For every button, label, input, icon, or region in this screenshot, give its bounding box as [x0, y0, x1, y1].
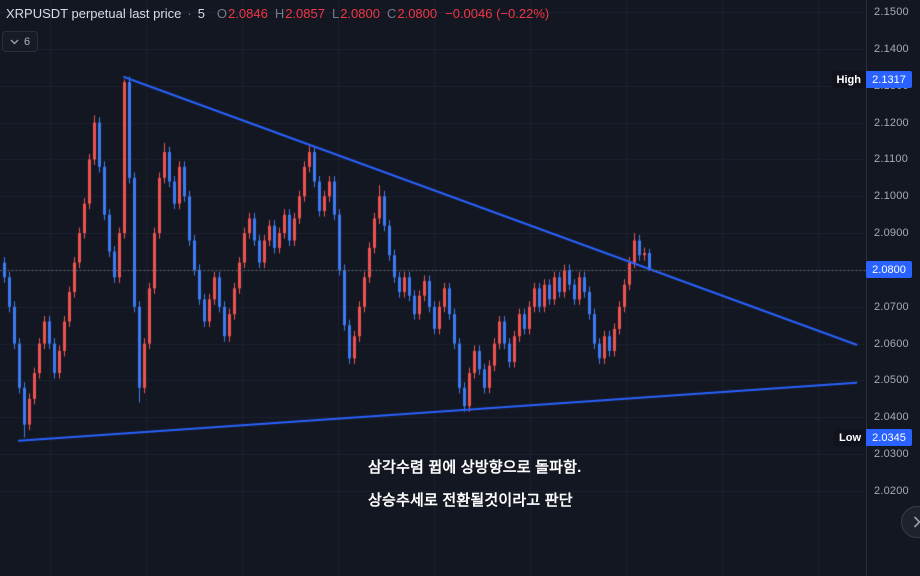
price-tick: 2.0900 — [874, 227, 909, 240]
price-tick: 2.1200 — [874, 116, 909, 129]
price-tick: 2.0600 — [874, 337, 909, 350]
price-tick: 2.1500 — [874, 6, 909, 19]
price-tick: 2.0300 — [874, 448, 909, 461]
scroll-to-recent-button[interactable] — [901, 506, 920, 538]
ohlc-readout: O 2.0846 H 2.0857 L 2.0800 C 2.0800 — [217, 6, 437, 21]
high-badge-value: 2.1317 — [866, 71, 912, 89]
price-tick: 2.1400 — [874, 42, 909, 55]
annotation-line1: 삼각수렴 뀝에 상방향으로 돌파함. — [368, 459, 582, 476]
price-change: −0.0046 (−0.22%) — [445, 6, 550, 21]
price-tick: 2.1100 — [874, 153, 909, 166]
high-price-badge: High 2.1317 — [831, 71, 912, 89]
legend-collapse-chip[interactable]: 6 — [2, 31, 39, 52]
price-chart-canvas[interactable] — [0, 0, 866, 576]
price-tick: 2.0700 — [874, 300, 909, 313]
last-price-badge: 2.0800 — [866, 261, 912, 279]
chevron-right-icon — [913, 516, 920, 528]
legend-separator: · — [187, 6, 192, 21]
low-readout: L 2.0800 — [331, 6, 380, 21]
chart-legend: XRPUSDT perpetual last price · 5 O 2.0846… — [6, 6, 549, 21]
price-axis[interactable]: 2.15002.14002.13002.12002.11002.10002.09… — [866, 0, 920, 576]
price-tick: 2.0400 — [874, 411, 909, 424]
last-price-value: 2.0800 — [872, 263, 906, 276]
chevron-down-icon — [10, 39, 19, 44]
legend-chip-count: 6 — [24, 35, 31, 48]
low-badge-label: Low — [834, 429, 866, 447]
annotation-line2: 상승추세로 전환될것이라고 판단 — [368, 492, 573, 509]
open-readout: O 2.0846 — [216, 6, 268, 21]
price-tick: 2.0200 — [874, 484, 909, 497]
text-annotation[interactable]: 삼각수렴 뀝에 상방향으로 돌파함. 상승추세로 전환될것이라고 판단 — [368, 459, 581, 510]
price-tick: 2.0500 — [874, 374, 909, 387]
low-price-badge: Low 2.0345 — [834, 429, 912, 447]
high-badge-label: High — [831, 71, 866, 89]
symbol-title[interactable]: XRPUSDT perpetual last price — [6, 6, 182, 21]
low-badge-value: 2.0345 — [866, 429, 912, 447]
close-readout: C 2.0800 — [386, 6, 438, 21]
high-readout: H 2.0857 — [274, 6, 325, 21]
interval-label[interactable]: 5 — [197, 6, 205, 21]
price-tick: 2.1000 — [874, 190, 909, 203]
